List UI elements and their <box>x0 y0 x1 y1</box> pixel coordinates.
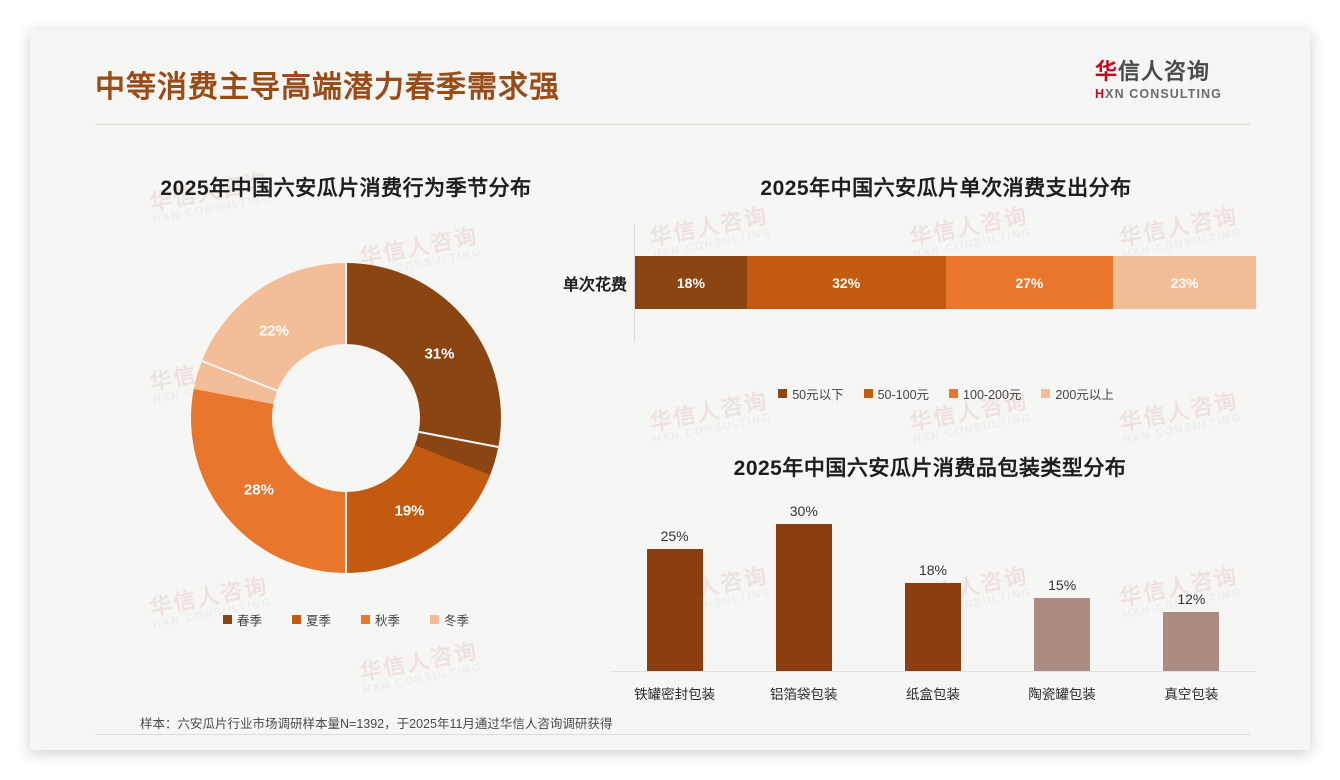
legend-swatch-icon <box>430 615 440 624</box>
bar-column[interactable]: 15% <box>1004 500 1120 671</box>
logo-chinese-rest: 信人咨询 <box>1118 59 1211 84</box>
slide-canvas: 华信人咨询 HXN CONSULTING 华信人咨询 HXN CONSULTING华信… <box>30 30 1310 750</box>
legend-swatch-icon <box>863 389 873 398</box>
legend-item[interactable]: 200元以上 <box>1041 384 1114 403</box>
legend-label: 春季 <box>236 614 262 628</box>
bar-rect <box>646 548 703 671</box>
bars-plot-area: 25% 30% 18% 15% 12% <box>610 500 1256 672</box>
donut-slice-label: 19% <box>394 502 425 520</box>
bar-rect <box>1163 612 1220 671</box>
page-title: 中等消费主导高端潜力春季需求强 <box>95 71 560 104</box>
chart-title-spend: 2025年中国六安瓜片单次消费支出分布 <box>760 177 1132 200</box>
chart-title-packaging: 2025年中国六安瓜片消费品包装类型分布 <box>733 457 1127 480</box>
chart-packaging-bars: 2025年中国六安瓜片消费品包装类型分布 25% 30% 18% 15% 12% 铁罐密… <box>590 438 1270 703</box>
bar-rect <box>1034 597 1091 671</box>
bar-category-label: 铁罐密封包装 <box>634 687 716 702</box>
legend-item[interactable]: 50元以下 <box>778 384 844 403</box>
bar-category-label: 真空包装 <box>1164 687 1219 702</box>
legend-item[interactable]: 冬季 <box>430 610 469 629</box>
slide-footer: ©2026.1 HXR华信人咨询 www.hxrcon.com <box>95 742 1250 750</box>
company-logo: 华信人咨询 HXN CONSULTING <box>1095 59 1250 101</box>
legend-swatch-icon <box>949 389 959 398</box>
bar-column[interactable]: 18% <box>875 500 991 671</box>
logo-english: HXN CONSULTING <box>1095 87 1250 101</box>
legend-swatch-icon <box>778 389 788 398</box>
bar-value-label: 18% <box>918 562 947 579</box>
legend-swatch-icon <box>291 615 301 624</box>
header-divider <box>95 124 1250 125</box>
legend-spend: 50元以下 50-100元 100-200元 200元以上 <box>626 384 1266 403</box>
bar-category-label: 铝箔袋包装 <box>770 687 838 702</box>
bar-value-label: 25% <box>660 527 689 544</box>
legend-swatch-icon <box>361 615 370 624</box>
legend-item[interactable]: 100-200元 <box>949 384 1021 403</box>
logo-english-accent: H <box>1095 87 1106 102</box>
bar-category-label: 陶瓷罐包装 <box>1028 687 1096 702</box>
legend-label: 50元以下 <box>792 388 844 402</box>
stacked-segment[interactable]: 23% <box>1113 256 1256 309</box>
legend-item[interactable]: 春季 <box>222 610 262 629</box>
donut-slice-divider <box>345 263 347 418</box>
donut-slice-label: 31% <box>424 345 455 363</box>
legend-label: 夏季 <box>305 614 331 628</box>
stacked-bar-row: 18% 32% 27% 23% <box>635 256 1256 309</box>
bar-rect <box>904 583 961 671</box>
legend-swatch-icon <box>222 615 232 624</box>
bar-rect <box>775 524 832 671</box>
stacked-segment[interactable]: 27% <box>945 256 1114 309</box>
donut-slice-label: 22% <box>258 322 289 340</box>
legend-label: 200元以上 <box>1055 388 1114 402</box>
legend-season: 春季 夏季 秋季 冬季 <box>72 610 620 629</box>
legend-label: 秋季 <box>375 614 401 628</box>
bar-column[interactable]: 30% <box>746 500 862 671</box>
logo-english-rest: XN CONSULTING <box>1105 87 1222 102</box>
donut-slice-divider <box>345 418 347 573</box>
bars-category-axis: 铁罐密封包装 铝箔袋包装 纸盒包装 陶瓷罐包装 真空包装 <box>610 683 1256 703</box>
logo-chinese: 华信人咨询 <box>1095 59 1250 84</box>
legend-item[interactable]: 50-100元 <box>863 384 930 403</box>
chart-season-donut: 2025年中国六安瓜片消费行为季节分布 31% 19% 28% 22% 春季 夏季 秋季 冬… <box>72 158 620 670</box>
legend-label: 冬季 <box>444 614 470 628</box>
bar-value-label: 30% <box>789 503 818 520</box>
bar-column[interactable]: 12% <box>1133 500 1249 671</box>
logo-chinese-accent: 华 <box>1095 59 1119 84</box>
bar-value-label: 12% <box>1177 591 1206 608</box>
legend-item[interactable]: 夏季 <box>291 610 331 629</box>
bar-value-label: 15% <box>1048 576 1077 593</box>
stacked-segment[interactable]: 18% <box>635 256 747 309</box>
footnote-divider <box>95 734 1250 735</box>
bar-column[interactable]: 25% <box>616 500 732 671</box>
legend-label: 100-200元 <box>963 388 1022 402</box>
bar-category-label: 纸盒包装 <box>905 687 960 702</box>
chart-title-season: 2025年中国六安瓜片消费行为季节分布 <box>160 177 532 200</box>
stacked-plot-area: 单次花费 18% 32% 27% 23% <box>563 224 1256 342</box>
stacked-segment[interactable]: 32% <box>746 256 946 309</box>
stacked-category-label: 单次花费 <box>562 276 627 294</box>
sample-footnote: 样本：六安瓜片行业市场调研样本量N=1392，于2025年11月通过华信人咨询调… <box>140 717 613 731</box>
legend-swatch-icon <box>1041 389 1051 398</box>
slide-header: 中等消费主导高端潜力春季需求强 华信人咨询 HXN CONSULTING <box>30 30 1310 128</box>
donut-slice-label: 28% <box>243 481 274 499</box>
chart-spend-stacked: 2025年中国六安瓜片单次消费支出分布 单次花费 18% 32% 27% 23% 50… <box>563 158 1266 423</box>
donut-graphic: 31% 19% 28% 22% <box>191 263 501 573</box>
legend-item[interactable]: 秋季 <box>361 610 400 629</box>
legend-label: 50-100元 <box>877 388 930 402</box>
